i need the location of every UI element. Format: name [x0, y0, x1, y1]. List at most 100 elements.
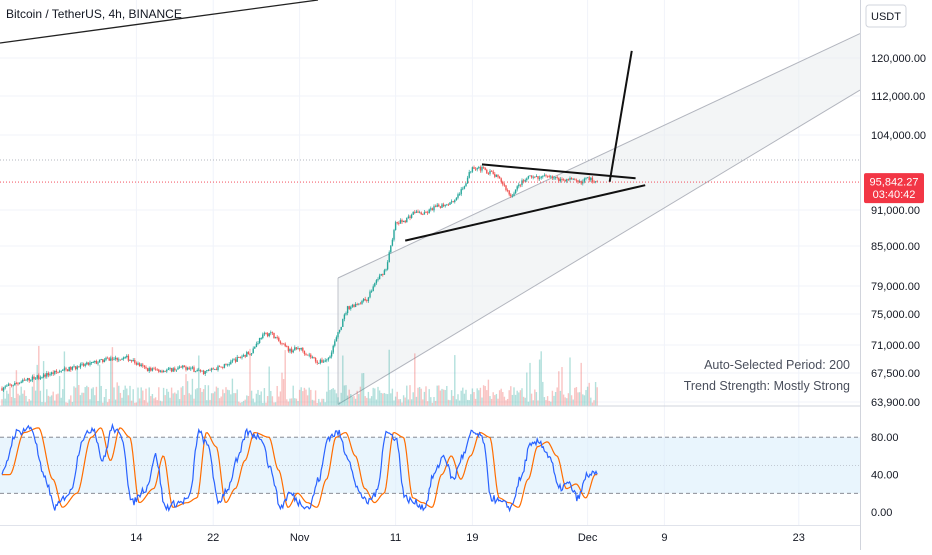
candle-body: [98, 359, 101, 363]
candlesticks[interactable]: [1, 165, 598, 393]
candle-body: [278, 337, 280, 342]
candle-body: [302, 347, 304, 351]
candle-body: [431, 208, 434, 211]
candle-body: [466, 177, 469, 184]
candle-body: [223, 364, 226, 368]
volume-bar: [46, 389, 48, 406]
candle-body: [521, 180, 523, 186]
volume-bar: [404, 397, 406, 406]
time-tick-label-0: 14: [130, 532, 142, 544]
volume-bar: [201, 391, 203, 406]
candle-body: [214, 369, 216, 371]
triangle-lower-trendline[interactable]: [404, 184, 646, 242]
candle-body: [175, 369, 178, 371]
volume-bar: [170, 387, 173, 406]
stochastic-tick-label-0: 80.00: [871, 432, 899, 444]
price-scale-panel[interactable]: [860, 0, 932, 550]
candle-body: [50, 372, 53, 375]
volume-bar: [318, 398, 320, 406]
volume-bar: [538, 359, 541, 406]
candle-body: [18, 382, 21, 384]
candle-body: [575, 179, 578, 181]
volume-bar: [210, 393, 213, 406]
volume-bar: [466, 399, 469, 406]
stochastic-k-line[interactable]: [1, 422, 598, 513]
volume-bar: [62, 389, 64, 406]
volume-bar: [510, 386, 512, 406]
stochastic-tick-label-1: 40.00: [871, 470, 899, 482]
candle-body: [127, 355, 130, 361]
candle-body: [12, 385, 14, 387]
volume-bar: [244, 399, 246, 406]
volume-bar: [351, 396, 354, 406]
candle-body: [286, 346, 288, 348]
volume-bar: [57, 393, 59, 406]
candle-body: [207, 369, 210, 371]
volume-bar: [130, 400, 133, 406]
volume-bar: [295, 398, 298, 406]
regression-channel-fill[interactable]: [338, 33, 860, 405]
candle-body: [527, 176, 530, 179]
volume-bar: [111, 347, 114, 406]
candle-body: [95, 360, 98, 364]
volume-bar: [33, 373, 35, 406]
candle-body: [239, 357, 242, 358]
breakout-projection-line[interactable]: [608, 50, 633, 182]
candle-body: [265, 333, 267, 334]
volume-bar: [127, 395, 130, 406]
long-term-trendline[interactable]: [0, 0, 319, 44]
candle-body: [196, 370, 198, 372]
volume-bar: [286, 399, 288, 406]
channel-upper-line[interactable]: [337, 33, 861, 279]
current-price-value: 95,842.27: [870, 177, 919, 189]
volume-bar: [36, 364, 38, 406]
currency-button[interactable]: [865, 4, 907, 28]
stochastic-d-line[interactable]: [2, 427, 598, 508]
volume-bar: [473, 392, 475, 406]
volume-bar: [324, 402, 326, 406]
candle-body: [174, 368, 176, 371]
candle-body: [258, 338, 261, 344]
candle-body: [535, 176, 538, 178]
candle-body: [28, 378, 30, 381]
candle-body: [262, 334, 264, 339]
volume-bar: [41, 402, 43, 406]
volume-bar: [377, 386, 379, 406]
volume-bar: [292, 385, 294, 406]
candle-body: [511, 195, 514, 197]
candle-body: [441, 204, 443, 208]
candle-body: [391, 239, 394, 246]
candle-body: [487, 173, 490, 175]
volume-bar: [314, 390, 317, 406]
candle-body: [455, 197, 458, 201]
current-price-label: 95,842.27 03:40:42: [864, 173, 924, 204]
candle-body: [500, 178, 502, 182]
volume-bar: [551, 390, 554, 406]
volume-bar: [102, 402, 104, 406]
volume-bar: [482, 385, 485, 406]
candle-body: [369, 291, 371, 298]
candle-body: [58, 371, 61, 373]
volume-bar: [543, 397, 546, 406]
time-tick-label-6: 9: [661, 532, 667, 544]
volume-bar: [289, 398, 291, 406]
volume-bar: [60, 397, 62, 406]
candle-body: [567, 179, 570, 181]
volume-bar: [175, 393, 178, 406]
volume-bar: [294, 398, 296, 406]
volume-bar: [401, 402, 403, 406]
candle-body: [306, 354, 309, 356]
candle-body: [524, 180, 526, 182]
volume-bar: [588, 382, 590, 406]
candle-body: [122, 357, 125, 359]
volume-bar: [231, 378, 234, 406]
volume-bar: [190, 394, 192, 406]
channel-lower-line[interactable]: [337, 89, 861, 405]
volume-bar: [498, 390, 501, 406]
candle-body: [326, 359, 328, 361]
candle-body: [330, 352, 333, 357]
volume-bar: [428, 389, 430, 406]
volume-bar: [18, 395, 21, 406]
